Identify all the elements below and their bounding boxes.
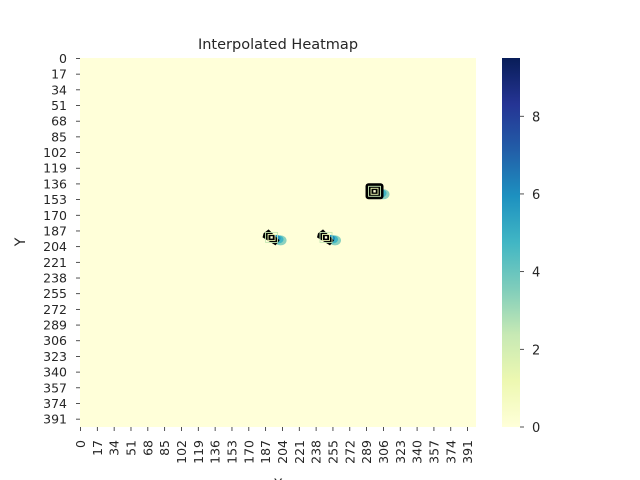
colorbar-ticks: 0 2 4 6 8 bbox=[520, 110, 540, 436]
y-tick-label: 119 bbox=[43, 161, 67, 176]
x-tick-label: 238 bbox=[309, 440, 324, 464]
y-tick-label: 204 bbox=[43, 239, 67, 254]
y-tick-label: 323 bbox=[43, 349, 67, 364]
x-tick-label: 357 bbox=[426, 440, 441, 464]
y-tick-label: 51 bbox=[51, 98, 67, 113]
y-axis-ticks: 0173451688510211913615317018720422123825… bbox=[43, 51, 80, 427]
colorbar-tick-label: 4 bbox=[532, 266, 540, 281]
y-tick-label: 272 bbox=[43, 302, 67, 317]
x-tick-label: 119 bbox=[191, 440, 206, 464]
colorbar bbox=[502, 58, 520, 427]
y-tick-label: 136 bbox=[43, 176, 67, 191]
x-tick-label: 68 bbox=[140, 440, 155, 456]
x-tick-label: 170 bbox=[241, 440, 256, 464]
y-tick-label: 17 bbox=[51, 67, 67, 82]
hotspot-2 bbox=[317, 229, 342, 246]
x-axis-ticks: 0 17 34 51 68 85 102 119 136 153 170 187 204 221 238 25… bbox=[73, 427, 475, 464]
x-tick-label: 255 bbox=[325, 440, 340, 464]
y-tick-label: 170 bbox=[43, 208, 67, 223]
x-tick-label: 374 bbox=[443, 440, 458, 464]
x-tick-label: 153 bbox=[224, 440, 239, 464]
hotspot-1 bbox=[365, 183, 390, 200]
colorbar-tick-label: 6 bbox=[532, 188, 540, 203]
chart-title: Interpolated Heatmap bbox=[198, 37, 358, 53]
y-axis-label: Y bbox=[13, 237, 29, 247]
x-tick-label: 289 bbox=[359, 440, 374, 464]
y-tick-label: 357 bbox=[43, 380, 67, 395]
y-tick-label: 221 bbox=[43, 255, 67, 270]
heatmap-hotspots bbox=[262, 183, 390, 246]
hotspot-3 bbox=[262, 229, 287, 246]
x-tick-label: 34 bbox=[107, 440, 122, 456]
x-tick-label: 221 bbox=[292, 440, 307, 464]
y-tick-label: 340 bbox=[43, 365, 67, 380]
x-tick-label: 85 bbox=[157, 440, 172, 456]
y-tick-label: 238 bbox=[43, 271, 67, 286]
x-tick-label: 0 bbox=[73, 440, 88, 448]
x-tick-label: 187 bbox=[258, 440, 273, 464]
x-tick-label: 391 bbox=[460, 440, 475, 464]
x-tick-label: 136 bbox=[208, 440, 223, 464]
colorbar-tick-label: 2 bbox=[532, 343, 540, 358]
y-tick-label: 187 bbox=[43, 223, 67, 238]
x-tick-label: 340 bbox=[410, 440, 425, 464]
y-tick-label: 306 bbox=[43, 333, 67, 348]
x-tick-label: 17 bbox=[90, 440, 105, 456]
y-tick-label: 85 bbox=[51, 129, 67, 144]
x-tick-label: 204 bbox=[275, 440, 290, 464]
colorbar-tick-label: 8 bbox=[532, 110, 540, 125]
y-tick-label: 68 bbox=[51, 114, 67, 129]
x-tick-label: 272 bbox=[342, 440, 357, 464]
x-tick-label: 102 bbox=[174, 440, 189, 464]
x-tick-label: 323 bbox=[393, 440, 408, 464]
colorbar-tick-label: 0 bbox=[532, 421, 540, 436]
y-tick-label: 0 bbox=[59, 51, 67, 66]
y-tick-label: 255 bbox=[43, 286, 67, 301]
y-tick-label: 153 bbox=[43, 192, 67, 207]
x-axis-label: X bbox=[273, 477, 283, 480]
y-tick-label: 102 bbox=[43, 145, 67, 160]
y-tick-label: 34 bbox=[51, 82, 67, 97]
x-tick-label: 51 bbox=[123, 440, 138, 456]
y-tick-label: 391 bbox=[43, 412, 67, 427]
y-tick-label: 374 bbox=[43, 396, 67, 411]
y-tick-label: 289 bbox=[43, 318, 67, 333]
x-tick-label: 306 bbox=[376, 440, 391, 464]
